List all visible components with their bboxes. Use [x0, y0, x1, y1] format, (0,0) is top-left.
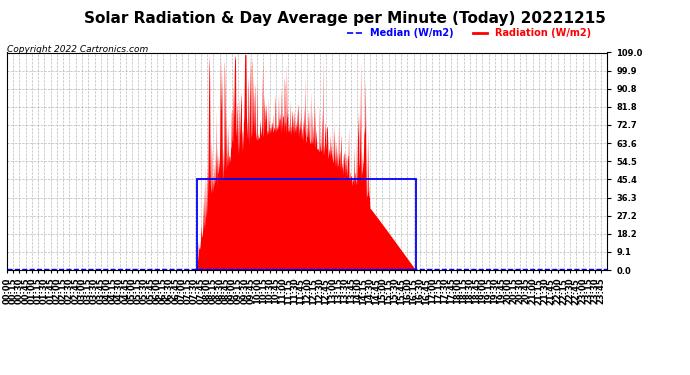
Text: Solar Radiation & Day Average per Minute (Today) 20221215: Solar Radiation & Day Average per Minute… [84, 11, 606, 26]
Bar [197, 179, 415, 270]
Text: Copyright 2022 Cartronics.com: Copyright 2022 Cartronics.com [7, 45, 148, 54]
Legend: Median (W/m2), Radiation (W/m2): Median (W/m2), Radiation (W/m2) [344, 24, 595, 42]
